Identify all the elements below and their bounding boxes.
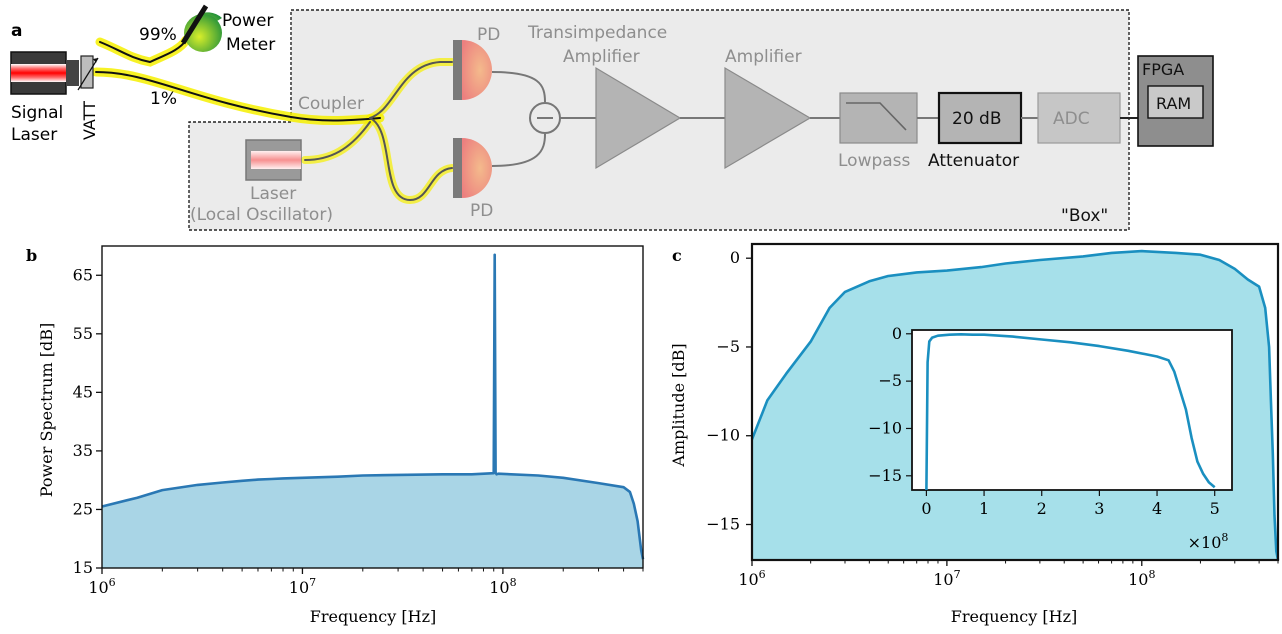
inset-x-multiplier: ×108 — [1188, 531, 1229, 552]
inset-y-tick-label: −5 — [878, 371, 902, 390]
inset-x-tick-label: 4 — [1152, 499, 1162, 518]
x-tick-label: 106 — [88, 576, 115, 597]
attenuator-value: 20 dB — [952, 109, 1002, 129]
lo-laser-label: Laser — [250, 184, 296, 204]
power-meter — [180, 4, 222, 52]
vatt-label: VATT — [80, 101, 99, 140]
power-meter-label-2: Meter — [226, 35, 275, 55]
pd-bottom-label: PD — [470, 201, 493, 221]
vatt-attenuator — [77, 55, 99, 91]
photodiode-top — [453, 40, 492, 100]
series-line — [101, 253, 645, 560]
split-99-label: 99% — [139, 25, 177, 45]
y-tick-label: −15 — [706, 514, 740, 533]
inset-y-tick-label: 0 — [892, 324, 902, 343]
x-tick-label: 107 — [289, 576, 316, 597]
amplifier — [724, 66, 812, 170]
split-1-label: 1% — [150, 89, 177, 109]
tia-amplifier — [595, 66, 682, 170]
series-fill — [102, 254, 643, 569]
inset-frame — [911, 329, 1233, 491]
pd-top-label: PD — [477, 25, 500, 45]
plot-area — [101, 253, 645, 569]
inset-x-tick-label: 5 — [1210, 499, 1220, 518]
coupler-label: Coupler — [298, 94, 364, 114]
ram-label: RAM — [1156, 94, 1191, 113]
panel-c-xlabel: Frequency [Hz] — [951, 607, 1078, 626]
y-tick-label: −10 — [706, 426, 740, 445]
panel-c-label: c — [672, 246, 682, 265]
panel-a: a "Box" Signal Laser — [10, 4, 1214, 231]
y-tick-label: 25 — [73, 499, 93, 518]
tia-label-2: Amplifier — [563, 47, 640, 67]
fiber-paths — [91, 35, 456, 205]
inset-x-tick-label: 0 — [921, 499, 931, 518]
power-meter-label: Power — [222, 11, 273, 31]
y-tick-label: −5 — [716, 337, 740, 356]
y-tick-label: 15 — [73, 558, 93, 577]
y-tick-label: 55 — [73, 324, 93, 343]
panel-b-ylabel: Power Spectrum [dB] — [37, 323, 56, 497]
inset-y-tick-label: −15 — [868, 466, 902, 485]
panel-c-chart: c 106 107 108 0 −5 −10 −15 Frequency [Hz] Ampl… — [669, 242, 1280, 626]
plot-frame — [750, 242, 1280, 562]
box-label: "Box" — [1061, 206, 1108, 226]
inset-chart: 0 1 2 3 4 5 0 −5 −10 −15 ×108 — [868, 324, 1233, 552]
panel-b-label: b — [26, 246, 37, 265]
panel-b-chart: b 106 107 108 15 25 35 45 55 65 Frequency [Hz] P… — [26, 245, 645, 626]
x-tick-label: 106 — [738, 568, 765, 589]
signal-laser — [10, 51, 79, 95]
axes: 106 107 108 15 25 35 45 55 65 — [73, 245, 644, 597]
lowpass-filter — [839, 92, 918, 144]
tia-label: Transimpedance — [527, 23, 667, 43]
x-tick-label: 107 — [933, 568, 960, 589]
panel-a-label: a — [11, 21, 22, 41]
y-tick-label: 35 — [73, 441, 93, 460]
subtractor — [491, 71, 596, 167]
signal-laser-label: Signal — [11, 103, 63, 123]
fpga-label: FPGA — [1142, 60, 1184, 79]
adc-label: ADC — [1053, 109, 1090, 129]
x-tick-label: 108 — [1128, 568, 1155, 589]
y-tick-label: 0 — [730, 248, 740, 267]
ram-box — [1147, 85, 1204, 119]
adc-box — [1037, 92, 1121, 144]
attenuator-label: Attenuator — [928, 151, 1019, 171]
y-tick-label: 45 — [73, 382, 93, 401]
y-tick-label: 65 — [73, 265, 93, 284]
axes: 106 107 108 0 −5 −10 −15 — [706, 242, 1280, 589]
inset-x-tick-label: 1 — [979, 499, 989, 518]
x-tick-label: 108 — [489, 576, 516, 597]
photodiode-bottom — [453, 138, 492, 198]
series-line — [750, 249, 1280, 561]
signal-laser-label-2: Laser — [11, 125, 57, 145]
lowpass-label: Lowpass — [838, 151, 911, 171]
panel-c-ylabel: Amplitude [dB] — [669, 343, 688, 467]
amplifier-label: Amplifier — [725, 47, 802, 67]
inset-x-tick-label: 2 — [1037, 499, 1047, 518]
lo-laser-label-2: (Local Oscillator) — [190, 205, 333, 225]
inset-line — [925, 333, 1216, 491]
panel-b-xlabel: Frequency [Hz] — [310, 607, 437, 626]
plot-frame — [101, 245, 644, 569]
inset-x-tick-label: 3 — [1094, 499, 1104, 518]
lo-laser — [245, 139, 302, 181]
inset-y-tick-label: −10 — [868, 418, 902, 437]
